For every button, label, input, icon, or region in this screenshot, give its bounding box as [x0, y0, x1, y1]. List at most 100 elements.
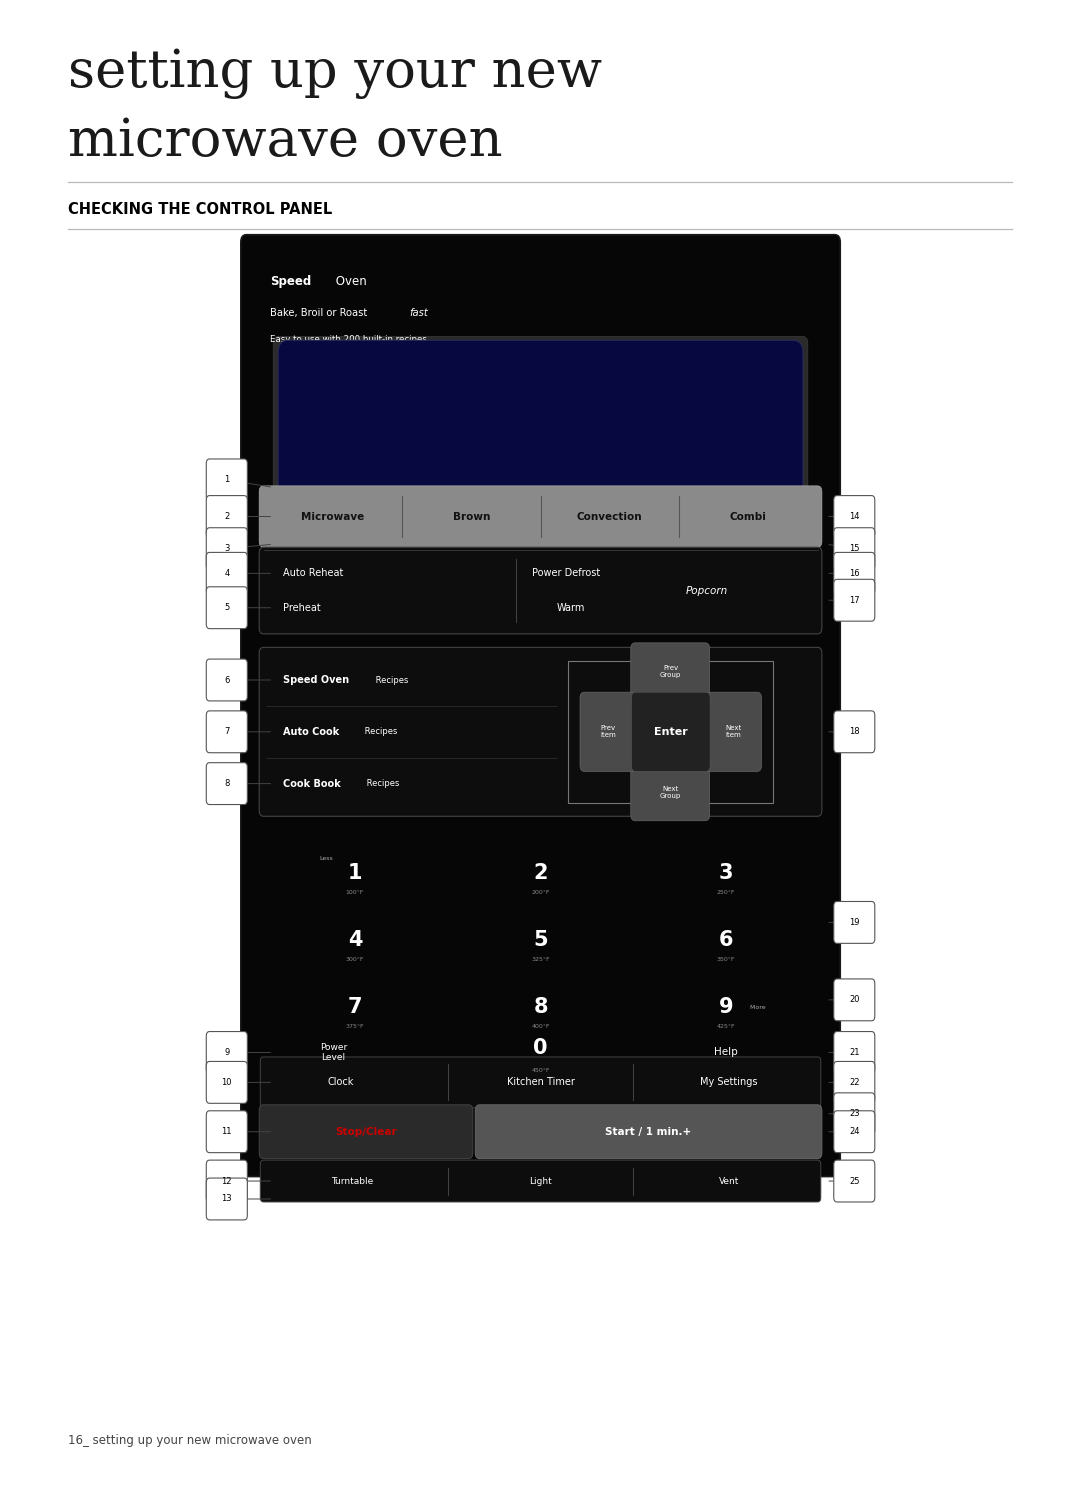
- Text: 2: 2: [225, 511, 229, 522]
- Text: Prev
Item: Prev Item: [600, 725, 616, 739]
- Text: Next
Item: Next Item: [726, 725, 742, 739]
- Text: 20: 20: [849, 996, 860, 1005]
- Text: Auto Reheat: Auto Reheat: [283, 568, 343, 579]
- Text: 4: 4: [348, 930, 362, 951]
- FancyBboxPatch shape: [206, 553, 247, 595]
- Text: 3: 3: [225, 544, 229, 553]
- FancyBboxPatch shape: [206, 588, 247, 629]
- Text: 15: 15: [849, 544, 860, 553]
- Text: 17: 17: [849, 595, 860, 605]
- Text: Preheat: Preheat: [283, 602, 321, 613]
- Text: 3: 3: [719, 864, 733, 884]
- Text: 9: 9: [225, 1048, 229, 1057]
- FancyBboxPatch shape: [259, 1105, 473, 1159]
- FancyBboxPatch shape: [834, 1160, 875, 1202]
- Text: More: More: [747, 1005, 766, 1009]
- Text: 1: 1: [225, 475, 229, 484]
- Text: Popcorn: Popcorn: [686, 586, 728, 595]
- FancyBboxPatch shape: [259, 547, 822, 634]
- Text: Warm: Warm: [556, 602, 585, 613]
- Text: Speed Oven: Speed Oven: [283, 676, 349, 685]
- Text: 7: 7: [225, 727, 229, 737]
- Text: 25: 25: [849, 1177, 860, 1186]
- Text: 250°F: 250°F: [717, 891, 735, 896]
- Text: 450°F: 450°F: [531, 1067, 550, 1073]
- Text: Prev
Group: Prev Group: [660, 665, 681, 677]
- FancyBboxPatch shape: [834, 979, 875, 1021]
- FancyBboxPatch shape: [834, 1111, 875, 1153]
- FancyBboxPatch shape: [475, 1105, 822, 1159]
- FancyBboxPatch shape: [206, 459, 247, 501]
- FancyBboxPatch shape: [834, 553, 875, 595]
- Text: Start / 1 min.+: Start / 1 min.+: [606, 1127, 691, 1136]
- Text: 19: 19: [849, 918, 860, 927]
- FancyBboxPatch shape: [580, 692, 636, 771]
- Text: 100°F: 100°F: [346, 891, 364, 896]
- Text: 23: 23: [849, 1109, 860, 1118]
- Text: 24: 24: [849, 1127, 860, 1136]
- FancyBboxPatch shape: [632, 692, 711, 771]
- Text: 425°F: 425°F: [717, 1024, 735, 1029]
- FancyBboxPatch shape: [834, 1093, 875, 1135]
- Text: Bake, Broil or Roast: Bake, Broil or Roast: [270, 308, 370, 318]
- FancyBboxPatch shape: [206, 762, 247, 804]
- Text: 375°F: 375°F: [346, 1024, 364, 1029]
- Text: Recipes: Recipes: [362, 727, 397, 737]
- Text: 2: 2: [534, 864, 548, 884]
- FancyBboxPatch shape: [206, 659, 247, 701]
- Text: Oven: Oven: [332, 275, 366, 289]
- FancyBboxPatch shape: [273, 336, 808, 501]
- Text: 5: 5: [534, 930, 548, 951]
- FancyBboxPatch shape: [206, 712, 247, 753]
- Text: Kitchen Timer: Kitchen Timer: [507, 1078, 575, 1087]
- Text: Brown: Brown: [453, 511, 490, 522]
- Text: microwave oven: microwave oven: [68, 117, 502, 167]
- FancyBboxPatch shape: [834, 712, 875, 753]
- Text: Combi: Combi: [730, 511, 767, 522]
- Text: 8: 8: [225, 779, 229, 788]
- FancyBboxPatch shape: [260, 1160, 821, 1202]
- Text: 11: 11: [221, 1127, 232, 1136]
- Text: 300°F: 300°F: [346, 957, 364, 963]
- Text: Power
Level: Power Level: [320, 1044, 347, 1061]
- Text: 7: 7: [348, 997, 362, 1017]
- Text: 1: 1: [348, 864, 362, 884]
- FancyBboxPatch shape: [705, 692, 761, 771]
- Text: Microwave: Microwave: [301, 511, 364, 522]
- Text: fast: fast: [409, 308, 428, 318]
- FancyBboxPatch shape: [260, 1057, 821, 1108]
- FancyBboxPatch shape: [834, 528, 875, 570]
- Text: Recipes: Recipes: [373, 676, 408, 685]
- FancyBboxPatch shape: [206, 1178, 247, 1220]
- Text: 350°F: 350°F: [717, 957, 735, 963]
- Text: Easy to use with 200 built-in recipes.: Easy to use with 200 built-in recipes.: [270, 335, 430, 344]
- Text: Speed: Speed: [270, 275, 311, 289]
- Text: 14: 14: [849, 511, 860, 522]
- Text: Light: Light: [529, 1177, 552, 1186]
- Text: 8: 8: [534, 997, 548, 1017]
- Text: Enter: Enter: [653, 727, 688, 737]
- Text: Help: Help: [714, 1048, 738, 1057]
- Text: 6: 6: [225, 676, 229, 685]
- Text: 6: 6: [719, 930, 733, 951]
- FancyBboxPatch shape: [206, 1160, 247, 1202]
- Text: Convection: Convection: [577, 511, 643, 522]
- FancyBboxPatch shape: [241, 235, 840, 1177]
- Text: 4: 4: [225, 568, 229, 579]
- Text: Turntable: Turntable: [332, 1177, 374, 1186]
- FancyBboxPatch shape: [259, 486, 822, 547]
- Text: Clock: Clock: [328, 1078, 354, 1087]
- Text: 22: 22: [849, 1078, 860, 1087]
- Text: setting up your new: setting up your new: [68, 48, 603, 99]
- Text: Stop/Clear: Stop/Clear: [335, 1127, 396, 1136]
- FancyBboxPatch shape: [631, 643, 710, 700]
- FancyBboxPatch shape: [834, 496, 875, 538]
- FancyBboxPatch shape: [206, 1061, 247, 1103]
- FancyBboxPatch shape: [279, 341, 802, 496]
- Text: Recipes: Recipes: [364, 779, 400, 788]
- Text: 21: 21: [849, 1048, 860, 1057]
- Text: 200°F: 200°F: [531, 891, 550, 896]
- Text: 400°F: 400°F: [531, 1024, 550, 1029]
- Text: 16: 16: [849, 568, 860, 579]
- Text: CHECKING THE CONTROL PANEL: CHECKING THE CONTROL PANEL: [68, 202, 333, 217]
